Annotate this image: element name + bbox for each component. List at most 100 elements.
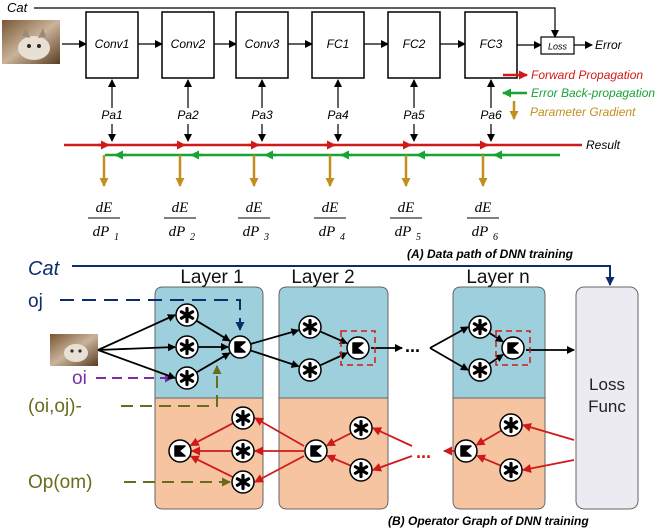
layer-box-fc2 bbox=[387, 11, 441, 79]
gradient-subscript: 3 bbox=[263, 232, 269, 243]
param-label: Pa5 bbox=[403, 108, 425, 122]
layer-box-label: FC3 bbox=[480, 37, 503, 51]
multiply-operator-node bbox=[175, 366, 199, 390]
forward-edge bbox=[195, 319, 231, 342]
layer-box-label: Conv2 bbox=[171, 37, 206, 51]
multiply-operator-node bbox=[231, 439, 255, 463]
part-a-data-path: Cat Conv1 Pa1 Conv2 Pa2 Conv3 Pa3 FC1 Pa4 FC2 Pa5… bbox=[2, 0, 655, 261]
layer-panel-forward bbox=[278, 286, 389, 399]
forward-edge bbox=[429, 347, 469, 371]
multiply-operator-node bbox=[468, 358, 492, 382]
layer-box-conv2 bbox=[161, 11, 215, 79]
loss-func-label-line1: Loss bbox=[589, 375, 625, 394]
gradient-denominator: dP bbox=[169, 224, 186, 240]
sum-operator-node bbox=[340, 330, 376, 366]
loss-box-label: Loss bbox=[548, 42, 568, 52]
backward-edge bbox=[372, 455, 413, 472]
oioj-dashed-arrow bbox=[121, 365, 222, 407]
backward-edge bbox=[254, 455, 305, 483]
oi-label: oi bbox=[72, 368, 87, 389]
gradient-denominator: dP bbox=[319, 224, 336, 240]
gradient-denominator: dP bbox=[243, 224, 260, 240]
gradient-subscript: 2 bbox=[190, 232, 195, 243]
backward-ellipsis: ... bbox=[416, 442, 431, 462]
operator-graph-edges bbox=[97, 314, 575, 483]
multiply-operator-node bbox=[298, 315, 322, 339]
loss-backward-edge bbox=[522, 459, 575, 473]
gradient-numerator: dE bbox=[96, 200, 113, 216]
gradient-numerator: dE bbox=[398, 200, 415, 216]
oj-dashed-arrow bbox=[60, 299, 245, 331]
legend: Forward Propagation Error Back-propagati… bbox=[502, 68, 655, 120]
forward-edge bbox=[319, 330, 348, 345]
sum-operator-node bbox=[168, 439, 192, 463]
layer-box-fc3 bbox=[464, 11, 518, 79]
backward-edge bbox=[325, 432, 352, 447]
gradient-numerator: dE bbox=[246, 200, 263, 216]
bottom-cat-label: Cat bbox=[28, 258, 61, 280]
param-label: Pa1 bbox=[101, 108, 122, 122]
top-input-image bbox=[2, 20, 60, 64]
multiply-operator-node bbox=[175, 303, 199, 327]
loss-func-label-line2: Func bbox=[588, 397, 626, 416]
gradient-subscript: 4 bbox=[340, 232, 345, 243]
multiply-operator-node bbox=[468, 315, 492, 339]
forward-edge bbox=[250, 349, 300, 368]
layer-box-conv1 bbox=[85, 11, 139, 79]
gradient-numerator: dE bbox=[172, 200, 189, 216]
operator-graph-nodes bbox=[168, 303, 531, 494]
error-label: Error bbox=[595, 38, 623, 52]
forward-edge bbox=[488, 332, 504, 343]
result-label: Result bbox=[586, 138, 621, 152]
gradient-numerator: dE bbox=[322, 200, 339, 216]
multiply-operator-node bbox=[175, 335, 199, 359]
gradient-subscript: 1 bbox=[114, 232, 119, 243]
forward-edge bbox=[196, 352, 231, 374]
input-to-operator-edge bbox=[97, 343, 176, 352]
param-label: Pa4 bbox=[327, 108, 349, 122]
multiply-operator-node bbox=[298, 358, 322, 382]
backward-edge bbox=[189, 422, 234, 447]
top-cat-label: Cat bbox=[7, 0, 29, 15]
gradient-subscript: 5 bbox=[416, 232, 421, 243]
forward-edge bbox=[250, 328, 300, 345]
layer-title: Layer n bbox=[466, 267, 529, 288]
input-to-operator-edge bbox=[97, 349, 176, 380]
sum-operator-node bbox=[454, 439, 478, 463]
gradient-numerator: dE bbox=[475, 200, 492, 216]
caption-b: (B) Operator Graph of DNN training bbox=[388, 514, 589, 528]
sum-operator-node bbox=[228, 335, 252, 359]
gradient-denominator: dP bbox=[93, 224, 110, 240]
backward-edge bbox=[372, 427, 413, 447]
forward-edge bbox=[429, 326, 469, 349]
multiply-operator-node bbox=[231, 406, 255, 430]
layer-box-fc1 bbox=[311, 11, 365, 79]
backward-edge bbox=[254, 417, 305, 447]
top-cat-line bbox=[34, 7, 559, 38]
loss-backward-edge bbox=[522, 422, 575, 441]
backward-edge bbox=[476, 454, 502, 467]
layer-box-conv3 bbox=[235, 11, 289, 79]
backward-edge bbox=[326, 454, 352, 467]
caption-a: (A) Data path of DNN training bbox=[407, 247, 574, 261]
layer-box-label: FC2 bbox=[403, 37, 426, 51]
backward-edge bbox=[189, 455, 234, 478]
backward-edge bbox=[475, 429, 502, 446]
legend-forward-label: Forward Propagation bbox=[531, 68, 643, 82]
oj-label: oj bbox=[28, 291, 43, 312]
forward-edge bbox=[488, 353, 504, 365]
oioj-label: (oi,oj)- bbox=[28, 396, 82, 417]
bottom-cat-line bbox=[72, 265, 615, 286]
multiply-operator-node bbox=[499, 458, 523, 482]
multiply-operator-node bbox=[231, 470, 255, 494]
part-b-operator-graph: Layer 1 Layer 2 Layer n Loss Func Cat oj o… bbox=[28, 258, 639, 528]
param-label: Pa2 bbox=[177, 108, 199, 122]
layer-title: Layer 1 bbox=[180, 267, 243, 288]
op-label: Op(om) bbox=[28, 472, 92, 493]
param-label: Pa3 bbox=[251, 108, 273, 122]
layer-title: Layer 2 bbox=[291, 267, 354, 288]
top-layer-boxes: Conv1 Pa1 Conv2 Pa2 Conv3 Pa3 FC1 Pa4 FC2 Pa5 FC3 P… bbox=[85, 11, 542, 142]
